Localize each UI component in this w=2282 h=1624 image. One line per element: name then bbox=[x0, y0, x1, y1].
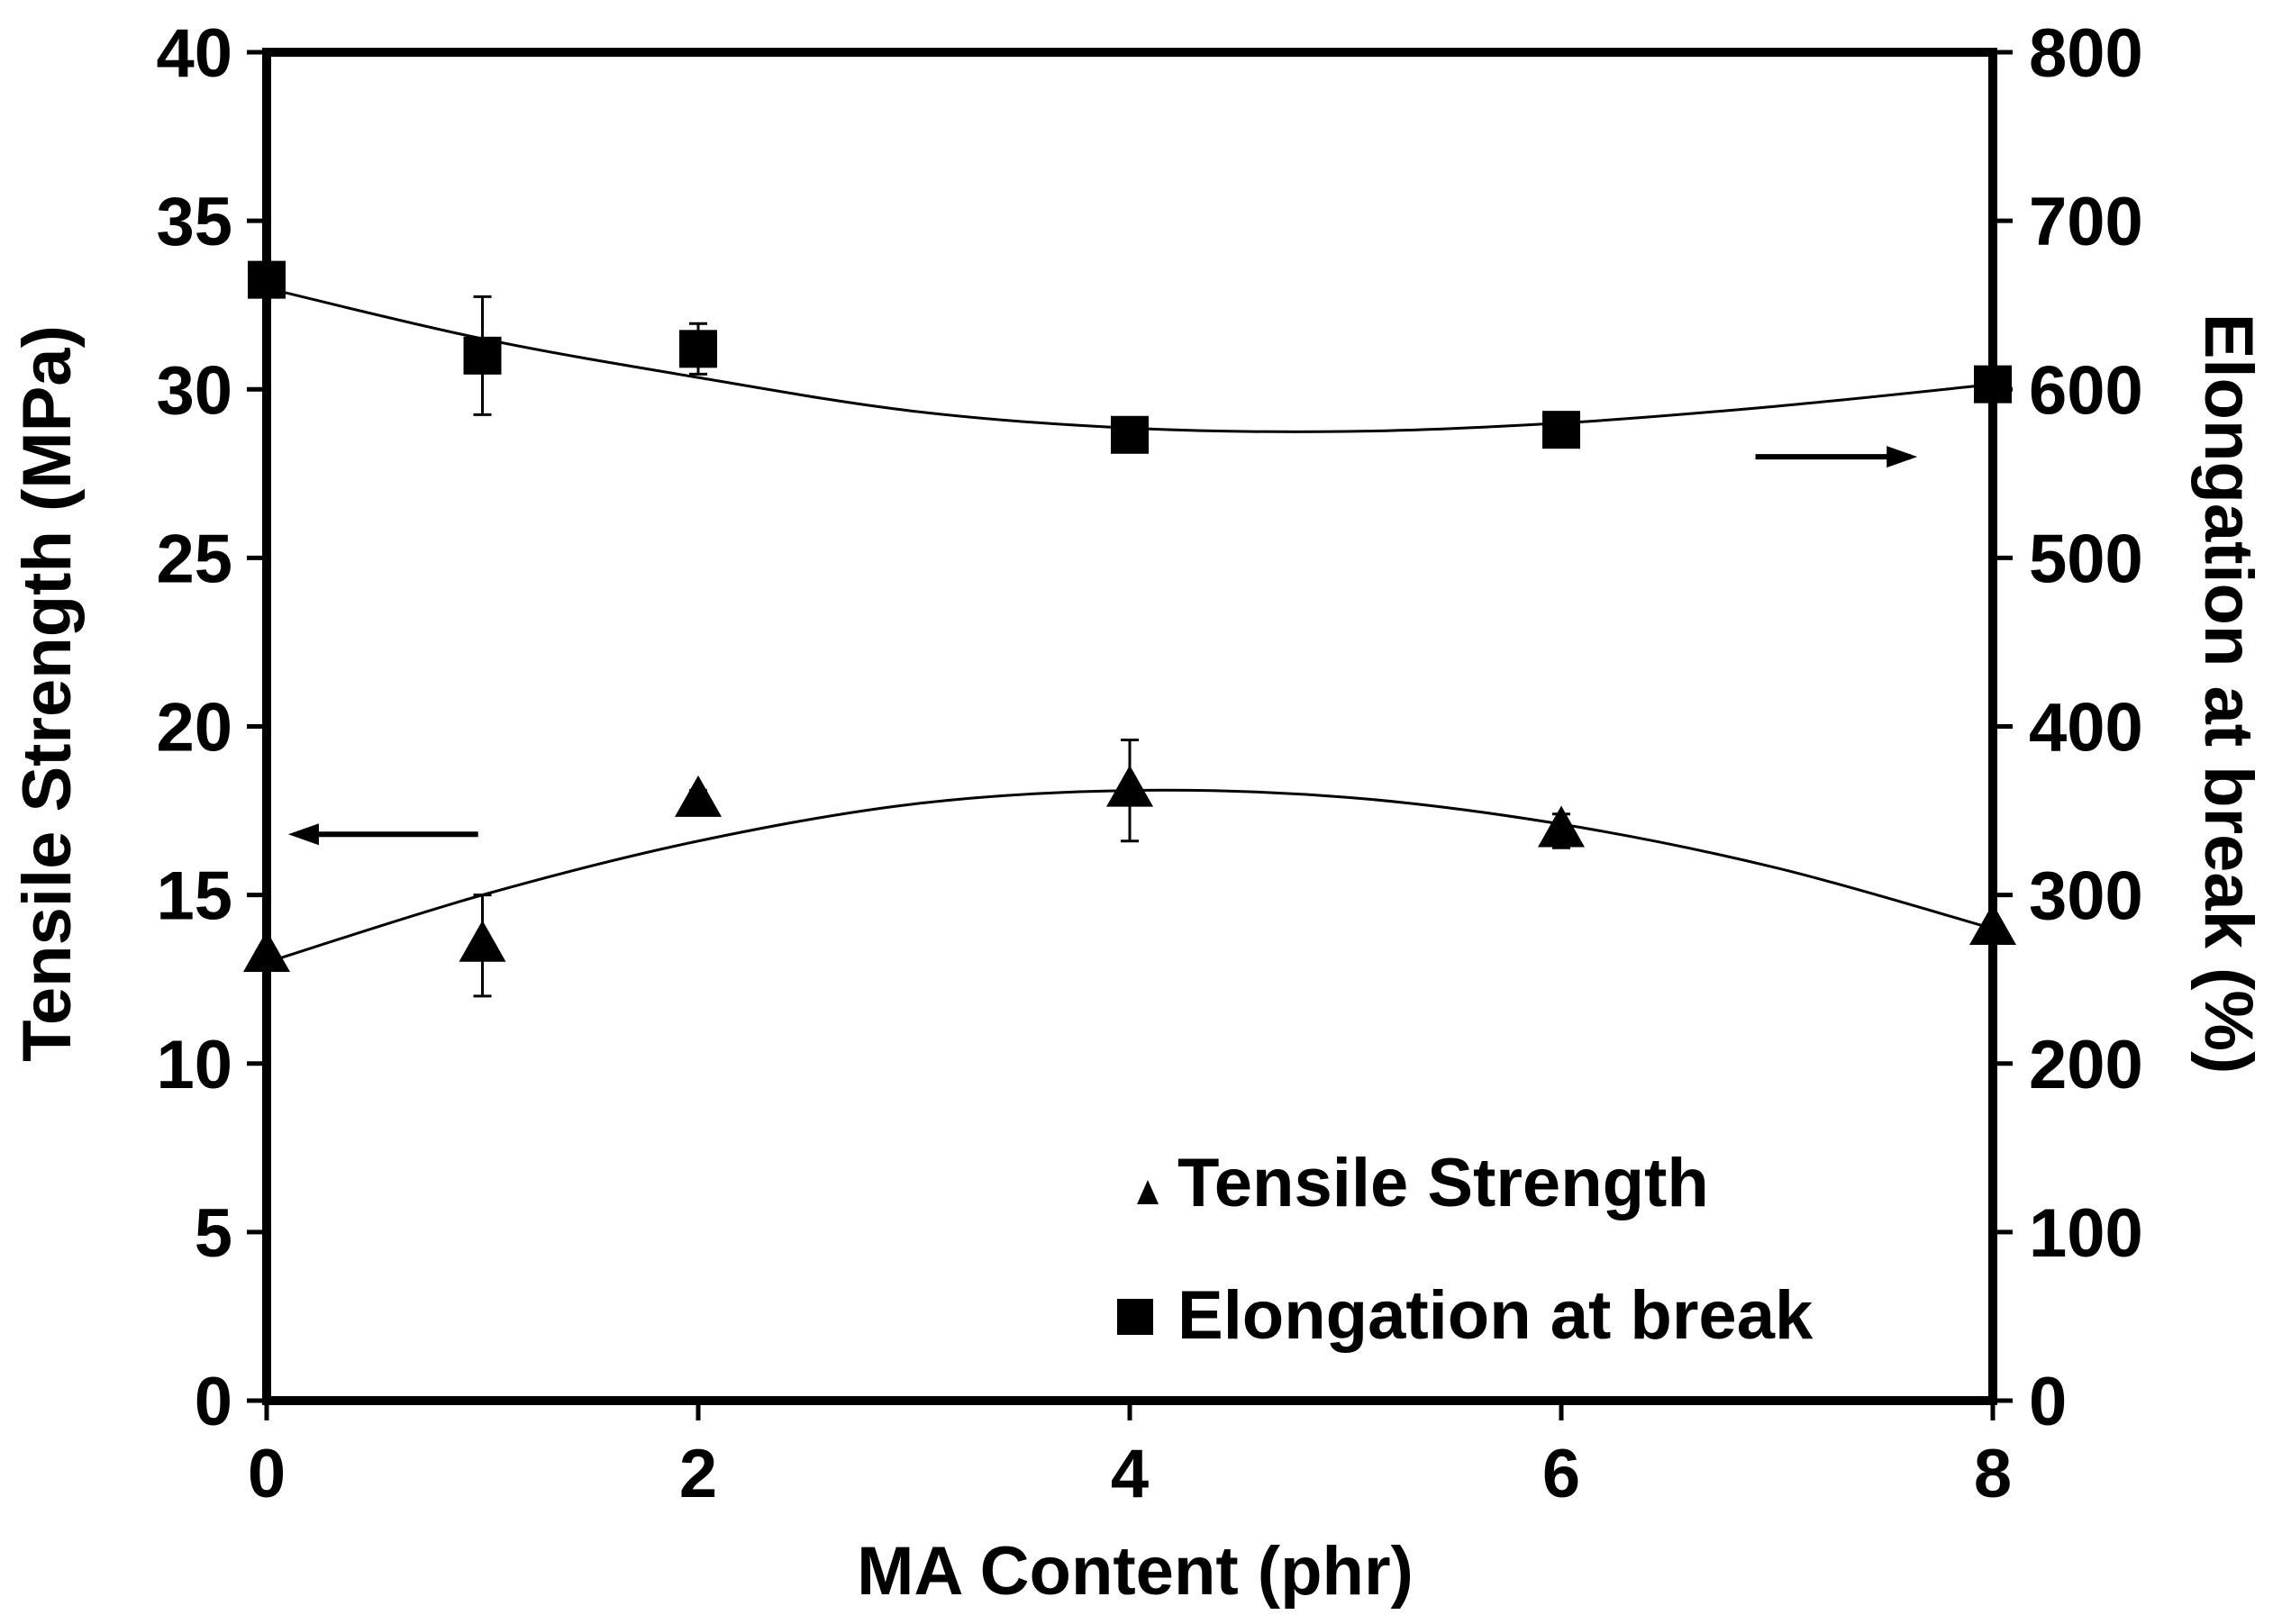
legend-square-marker bbox=[1117, 1299, 1153, 1335]
tensile-point bbox=[243, 930, 290, 972]
elongation-point bbox=[248, 260, 286, 299]
trendline-elongation bbox=[266, 286, 1994, 433]
y-tick-label: 20 bbox=[156, 690, 232, 767]
y-axis-title: Tensile Strength (MPa) bbox=[9, 325, 86, 1062]
y2-tick-label: 600 bbox=[2029, 352, 2143, 429]
x-tick-label: 8 bbox=[1974, 1436, 2012, 1512]
y-tick-label: 30 bbox=[156, 352, 232, 429]
left-axis-arrowhead bbox=[287, 823, 319, 846]
x-tick-label: 2 bbox=[679, 1436, 717, 1512]
elongation-point bbox=[1111, 415, 1149, 454]
x-tick-label: 0 bbox=[248, 1436, 286, 1512]
y2-tick-label: 0 bbox=[2029, 1364, 2067, 1440]
x-tick-label: 6 bbox=[1542, 1436, 1580, 1512]
elongation-point bbox=[463, 336, 502, 375]
tensile-point bbox=[459, 920, 506, 962]
tensile-point bbox=[675, 775, 722, 817]
tensile-point bbox=[1969, 903, 2016, 946]
legend-label-tensile: Tensile Strength bbox=[1177, 1145, 1709, 1221]
y-tick-label: 10 bbox=[156, 1027, 232, 1103]
y2-tick-label: 500 bbox=[2029, 521, 2143, 597]
y2-tick-label: 200 bbox=[2029, 1027, 2143, 1103]
y2-tick-label: 300 bbox=[2029, 858, 2143, 935]
tensile-point bbox=[1538, 805, 1585, 848]
x-tick-label: 4 bbox=[1111, 1436, 1149, 1512]
y2-tick-label: 700 bbox=[2029, 184, 2143, 260]
elongation-point bbox=[679, 330, 717, 368]
elongation-point bbox=[1974, 365, 2012, 404]
y2-tick-label: 800 bbox=[2029, 15, 2143, 92]
y2-axis-title: Elongation at break (%) bbox=[2190, 313, 2267, 1075]
y-tick-label: 40 bbox=[156, 15, 232, 92]
legend: Tensile Strength Elongation at break bbox=[1117, 1145, 1814, 1354]
right-axis-arrowhead bbox=[1887, 446, 1918, 468]
plot-frame bbox=[262, 48, 1997, 1405]
tensile-point bbox=[1106, 765, 1153, 807]
y2-tick-label: 400 bbox=[2029, 690, 2143, 767]
y-tick-label: 35 bbox=[156, 184, 232, 260]
legend-triangle-marker bbox=[1137, 1180, 1159, 1204]
y-tick-label: 0 bbox=[195, 1364, 232, 1440]
elongation-point bbox=[1542, 411, 1580, 449]
y-tick-label: 5 bbox=[195, 1195, 232, 1272]
y-tick-label: 15 bbox=[156, 858, 232, 935]
y2-tick-label: 100 bbox=[2029, 1195, 2143, 1272]
y-tick-label: 25 bbox=[156, 521, 232, 597]
legend-label-elongation: Elongation at break bbox=[1177, 1277, 1814, 1354]
x-axis-title: MA Content (phr) bbox=[857, 1533, 1414, 1610]
